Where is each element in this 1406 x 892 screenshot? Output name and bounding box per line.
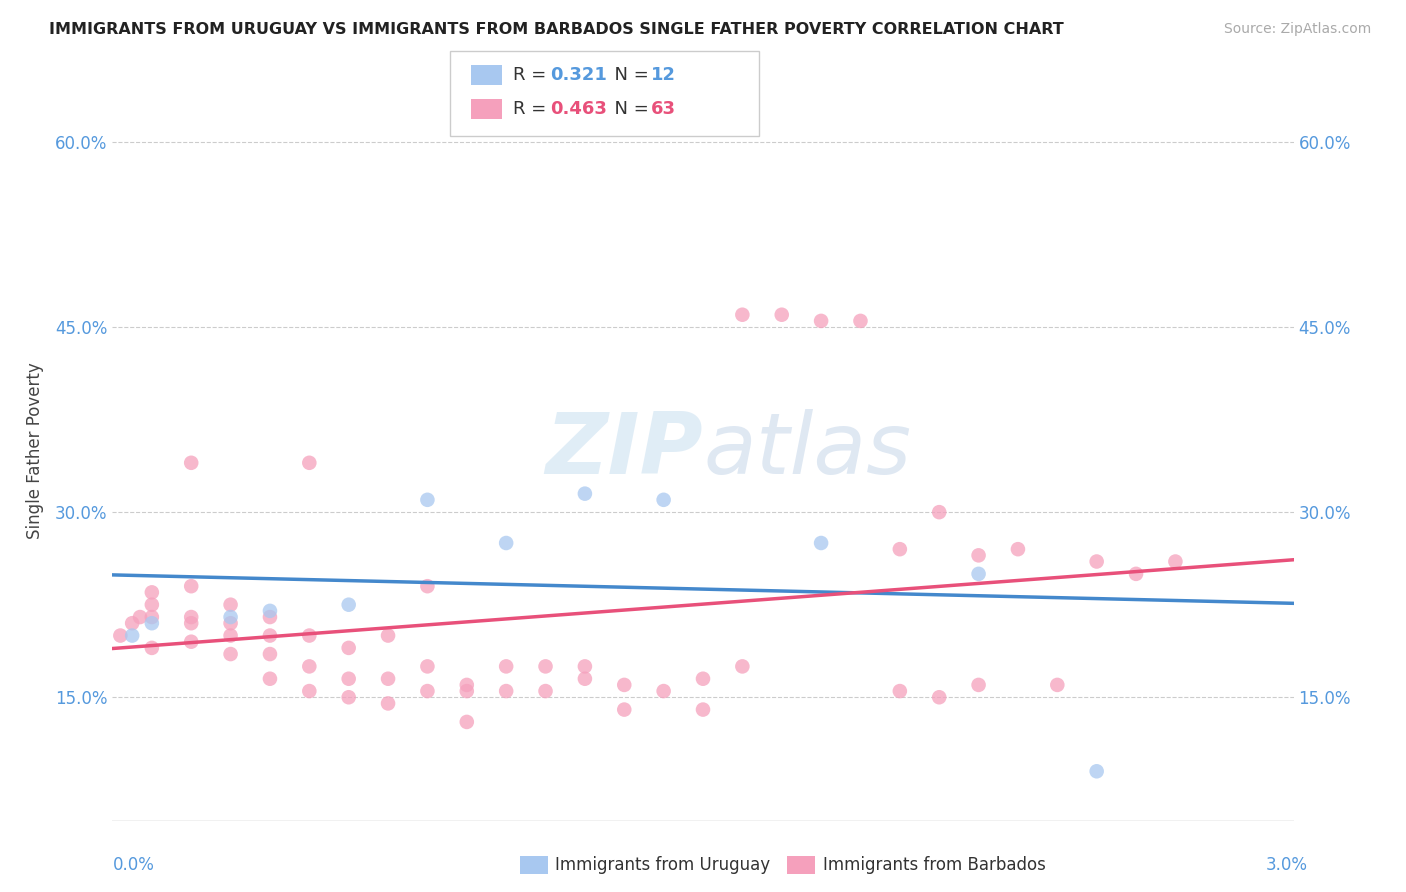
Point (613, 678, 636, 692)
Point (298, 456, 321, 470)
Point (259, 604, 281, 618)
Point (1164, 554, 1187, 569)
Point (219, 616, 242, 631)
Point (180, 616, 202, 631)
Point (259, 672, 281, 686)
Point (928, 690, 950, 705)
Text: N =: N = (603, 66, 655, 84)
Text: Immigrants from Barbados: Immigrants from Barbados (823, 856, 1046, 874)
Text: IMMIGRANTS FROM URUGUAY VS IMMIGRANTS FROM BARBADOS SINGLE FATHER POVERTY CORREL: IMMIGRANTS FROM URUGUAY VS IMMIGRANTS FR… (49, 22, 1064, 37)
Text: N =: N = (603, 100, 655, 118)
Point (889, 542, 911, 557)
Point (652, 492, 675, 507)
Text: 0.0%: 0.0% (112, 856, 155, 874)
Point (810, 536, 832, 550)
Text: 3.0%: 3.0% (1265, 856, 1308, 874)
Point (731, 659, 754, 673)
Text: 0.321: 0.321 (550, 66, 606, 84)
Point (259, 610, 281, 624)
Point (141, 585, 163, 599)
Point (121, 616, 143, 631)
Point (495, 659, 517, 673)
Point (298, 659, 321, 673)
Point (613, 703, 636, 717)
Point (180, 634, 202, 648)
Point (495, 684, 517, 698)
Point (141, 610, 163, 624)
Point (889, 684, 911, 698)
Point (337, 640, 360, 655)
Text: 63: 63 (651, 100, 676, 118)
Point (967, 549, 990, 563)
Point (141, 598, 163, 612)
Point (967, 566, 990, 581)
Point (1085, 764, 1108, 779)
Point (574, 659, 596, 673)
Point (259, 647, 281, 661)
Point (219, 598, 242, 612)
Point (129, 610, 152, 624)
Point (337, 690, 360, 705)
Text: Source: ZipAtlas.com: Source: ZipAtlas.com (1223, 22, 1371, 37)
Text: R =: R = (513, 100, 553, 118)
Point (692, 672, 714, 686)
Text: 0.463: 0.463 (550, 100, 606, 118)
Point (121, 628, 143, 642)
Point (377, 628, 399, 642)
Point (337, 598, 360, 612)
Point (180, 579, 202, 593)
Point (770, 308, 793, 322)
Text: atlas: atlas (703, 409, 911, 492)
Text: R =: R = (513, 66, 553, 84)
Point (456, 714, 478, 729)
Point (534, 659, 557, 673)
Point (849, 314, 872, 328)
Point (574, 672, 596, 686)
Point (259, 628, 281, 642)
Point (1007, 542, 1029, 557)
Point (731, 308, 754, 322)
Point (141, 640, 163, 655)
Point (692, 703, 714, 717)
Text: Immigrants from Uruguay: Immigrants from Uruguay (555, 856, 770, 874)
Point (180, 456, 202, 470)
Point (416, 579, 439, 593)
Point (219, 610, 242, 624)
Point (652, 684, 675, 698)
Point (928, 505, 950, 519)
Point (967, 678, 990, 692)
Point (141, 616, 163, 631)
Point (456, 678, 478, 692)
Text: 12: 12 (651, 66, 676, 84)
Point (337, 672, 360, 686)
Point (180, 610, 202, 624)
Point (377, 672, 399, 686)
Point (219, 628, 242, 642)
Point (298, 684, 321, 698)
Point (495, 536, 517, 550)
Text: ZIP: ZIP (546, 409, 703, 492)
Point (416, 659, 439, 673)
Point (1046, 678, 1069, 692)
Point (377, 697, 399, 711)
Point (574, 486, 596, 500)
Point (810, 314, 832, 328)
Point (416, 684, 439, 698)
Point (110, 628, 132, 642)
Y-axis label: Single Father Poverty: Single Father Poverty (25, 362, 44, 539)
Point (1085, 554, 1108, 569)
Point (219, 647, 242, 661)
Point (534, 684, 557, 698)
Point (1125, 566, 1147, 581)
Point (298, 628, 321, 642)
Point (416, 492, 439, 507)
Point (456, 684, 478, 698)
